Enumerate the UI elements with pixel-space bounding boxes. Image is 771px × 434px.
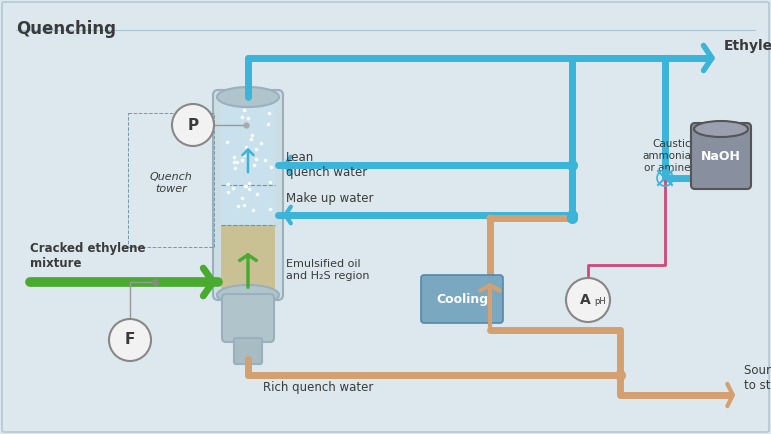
Circle shape	[172, 104, 214, 146]
Text: Lean
quench water: Lean quench water	[286, 151, 367, 179]
Circle shape	[109, 319, 151, 361]
Text: pH: pH	[594, 297, 606, 306]
Text: P: P	[187, 118, 199, 132]
FancyBboxPatch shape	[222, 294, 274, 342]
Text: Cracked ethylene
mixture: Cracked ethylene mixture	[30, 242, 146, 270]
Text: Make up water: Make up water	[286, 192, 373, 205]
FancyBboxPatch shape	[213, 90, 283, 300]
Text: Cooling: Cooling	[436, 293, 488, 306]
Text: Sour water
to stripper: Sour water to stripper	[744, 364, 771, 392]
FancyBboxPatch shape	[234, 338, 262, 364]
Text: Rich quench water: Rich quench water	[263, 381, 373, 394]
Text: Caustic
ammonia
or amine: Caustic ammonia or amine	[642, 139, 691, 173]
FancyBboxPatch shape	[221, 103, 275, 225]
Text: Quench
tower: Quench tower	[150, 172, 193, 194]
FancyBboxPatch shape	[691, 123, 751, 189]
Text: Emulsified oil
and H₂S region: Emulsified oil and H₂S region	[286, 259, 369, 281]
Text: NaOH: NaOH	[701, 149, 741, 162]
Ellipse shape	[217, 87, 279, 107]
FancyBboxPatch shape	[221, 225, 275, 290]
Ellipse shape	[217, 285, 279, 305]
Text: F: F	[125, 332, 135, 348]
Text: A: A	[580, 293, 591, 307]
FancyBboxPatch shape	[421, 275, 503, 323]
Text: Quenching: Quenching	[16, 20, 116, 38]
Text: Ethylene: Ethylene	[724, 39, 771, 53]
Circle shape	[566, 278, 610, 322]
Ellipse shape	[694, 121, 748, 137]
